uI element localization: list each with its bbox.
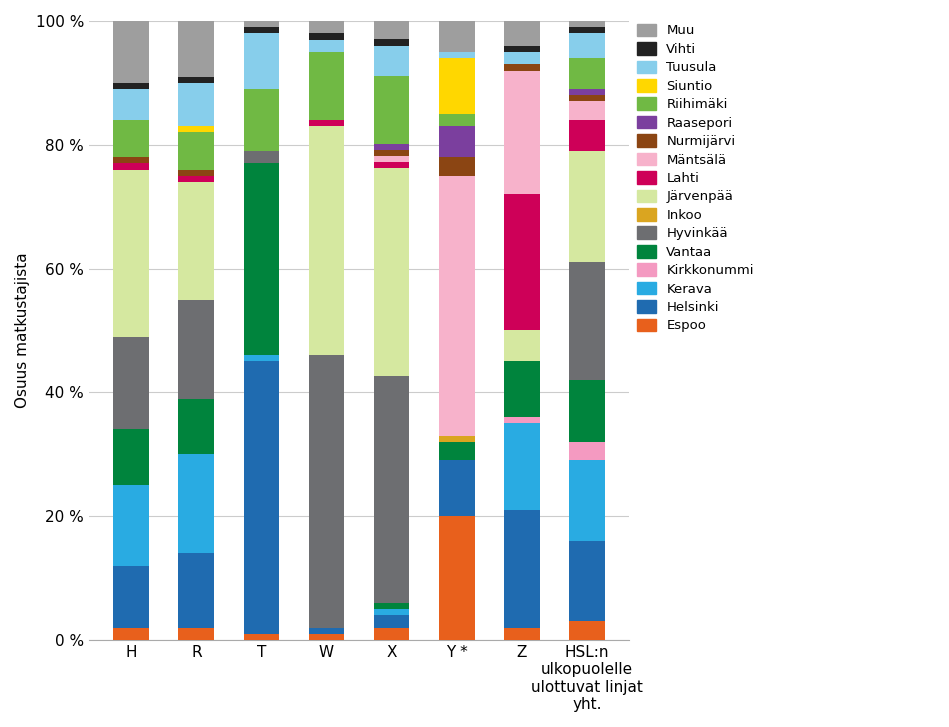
Bar — [504, 194, 540, 331]
Bar — [244, 361, 279, 634]
Bar — [438, 442, 474, 460]
Bar — [568, 21, 605, 27]
Bar — [178, 182, 214, 300]
Bar — [308, 634, 344, 640]
Bar — [438, 21, 474, 52]
Bar — [504, 361, 540, 417]
Bar — [374, 627, 409, 640]
Bar — [374, 150, 409, 156]
Bar — [374, 162, 409, 168]
Bar — [178, 77, 214, 83]
Bar — [308, 126, 344, 356]
Bar — [244, 164, 279, 356]
Bar — [568, 120, 605, 151]
Bar — [568, 262, 605, 380]
Bar — [568, 33, 605, 58]
Bar — [178, 300, 214, 398]
Bar — [504, 331, 540, 361]
Bar — [113, 21, 149, 83]
Bar — [568, 442, 605, 460]
Bar — [113, 164, 149, 169]
Bar — [504, 417, 540, 423]
Bar — [504, 510, 540, 627]
Bar — [178, 126, 214, 132]
Bar — [244, 21, 279, 27]
Bar — [113, 169, 149, 337]
Bar — [308, 52, 344, 120]
Bar — [113, 120, 149, 157]
Bar — [113, 89, 149, 120]
Bar — [178, 176, 214, 182]
Bar — [504, 423, 540, 510]
Bar — [113, 627, 149, 640]
Bar — [244, 33, 279, 89]
Bar — [113, 337, 149, 430]
Bar — [374, 76, 409, 143]
Bar — [504, 52, 540, 64]
Bar — [244, 634, 279, 640]
Bar — [308, 627, 344, 634]
Bar — [113, 485, 149, 566]
Bar — [568, 102, 605, 120]
Bar — [374, 21, 409, 39]
Legend: Muu, Vihti, Tuusula, Siuntio, Riihimäki, Raasepori, Nurmijärvi, Mäntsälä, Lahti,: Muu, Vihti, Tuusula, Siuntio, Riihimäki,… — [635, 21, 756, 335]
Bar — [178, 553, 214, 627]
Bar — [244, 89, 279, 151]
Bar — [244, 151, 279, 164]
Bar — [504, 64, 540, 71]
Bar — [244, 27, 279, 33]
Bar — [113, 430, 149, 485]
Bar — [374, 143, 409, 150]
Bar — [308, 33, 344, 39]
Bar — [438, 126, 474, 157]
Bar — [374, 609, 409, 616]
Bar — [438, 58, 474, 114]
Bar — [504, 21, 540, 46]
Bar — [438, 435, 474, 442]
Bar — [374, 616, 409, 627]
Bar — [504, 627, 540, 640]
Bar — [504, 46, 540, 52]
Bar — [438, 114, 474, 126]
Bar — [374, 39, 409, 46]
Bar — [438, 157, 474, 176]
Bar — [244, 356, 279, 361]
Bar — [374, 377, 409, 603]
Bar — [568, 541, 605, 622]
Bar — [308, 39, 344, 52]
Bar — [568, 622, 605, 640]
Bar — [178, 454, 214, 553]
Bar — [568, 89, 605, 95]
Bar — [308, 21, 344, 33]
Bar — [374, 46, 409, 76]
Bar — [178, 21, 214, 77]
Bar — [308, 356, 344, 627]
Bar — [568, 27, 605, 33]
Bar — [438, 516, 474, 640]
Bar — [113, 83, 149, 89]
Bar — [178, 398, 214, 454]
Bar — [438, 176, 474, 435]
Bar — [568, 58, 605, 89]
Bar — [568, 95, 605, 102]
Bar — [113, 157, 149, 164]
Bar — [438, 52, 474, 58]
Bar — [178, 169, 214, 176]
Bar — [374, 168, 409, 377]
Y-axis label: Osuus matkustajista: Osuus matkustajista — [15, 253, 30, 409]
Bar — [308, 120, 344, 126]
Bar — [374, 603, 409, 609]
Bar — [178, 627, 214, 640]
Bar — [113, 566, 149, 627]
Bar — [178, 83, 214, 126]
Bar — [568, 380, 605, 442]
Bar — [504, 71, 540, 194]
Bar — [568, 460, 605, 541]
Bar — [438, 460, 474, 516]
Bar — [568, 151, 605, 262]
Bar — [374, 156, 409, 162]
Bar — [178, 132, 214, 169]
